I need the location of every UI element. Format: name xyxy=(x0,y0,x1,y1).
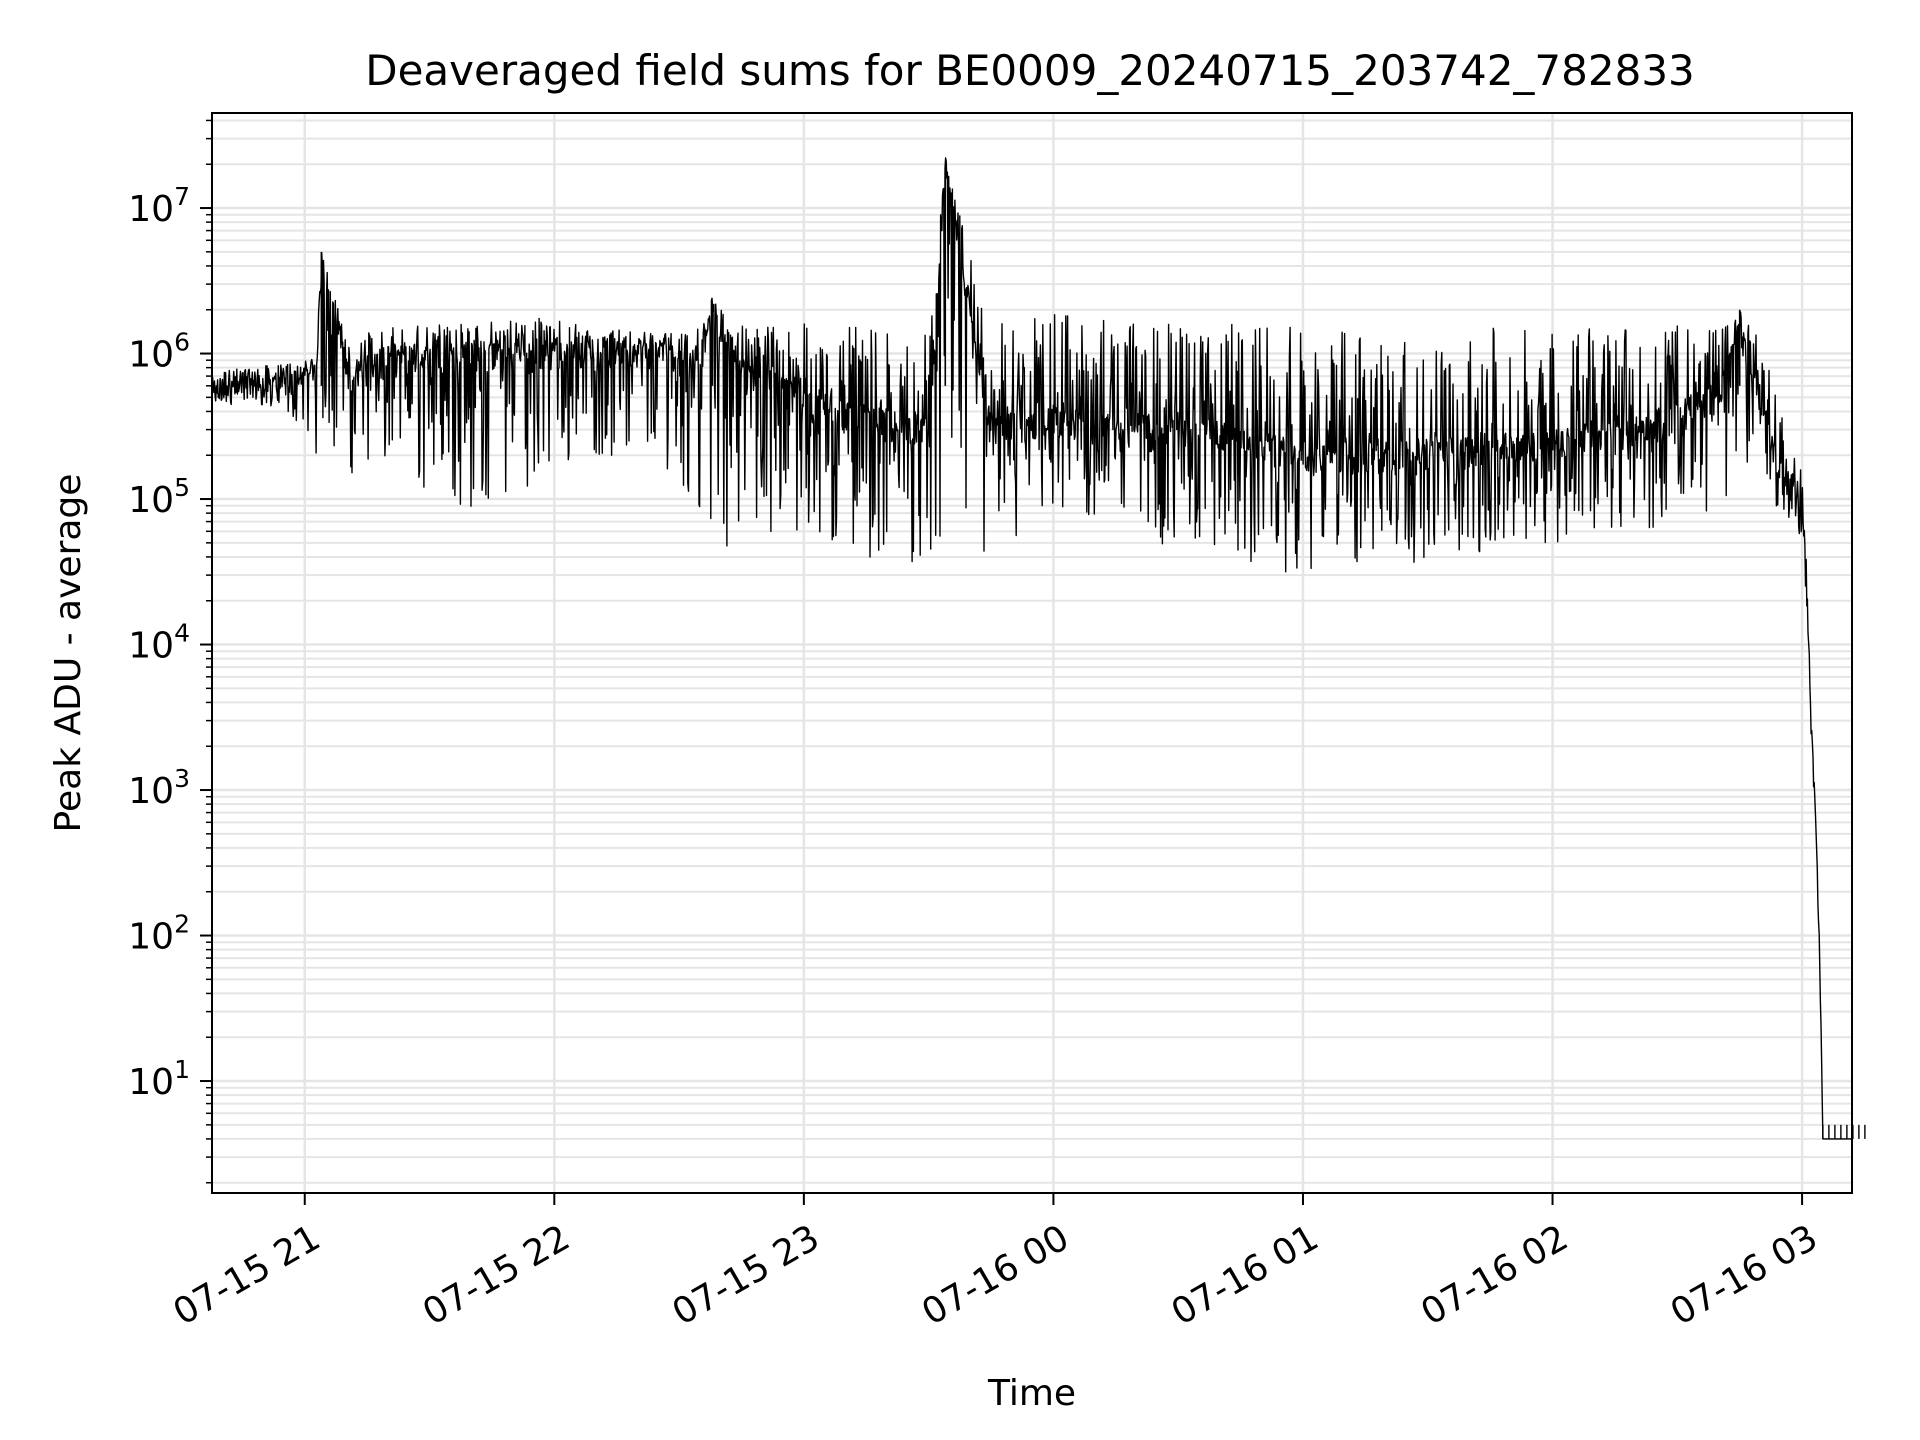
y-tick-label-base: 10 xyxy=(128,917,174,958)
y-tick-label-exponent: 1 xyxy=(174,1055,190,1084)
y-tick-label-exponent: 4 xyxy=(174,619,190,648)
y-tick-label: 103 xyxy=(128,764,190,812)
chart-title: Deaveraged field sums for BE0009_2024071… xyxy=(365,46,1695,95)
y-tick-label-exponent: 3 xyxy=(174,764,190,793)
y-tick-label-base: 10 xyxy=(128,1062,174,1103)
y-tick-label: 102 xyxy=(128,910,190,958)
y-tick-label-base: 10 xyxy=(128,771,174,812)
series-line xyxy=(211,157,1852,1140)
y-axis-label: Peak ADU - average xyxy=(48,474,89,833)
y-tick-label-exponent: 2 xyxy=(174,910,190,939)
y-tick-label: 101 xyxy=(128,1055,190,1103)
y-tick-label-exponent: 7 xyxy=(174,182,190,211)
series-layer xyxy=(211,157,1866,1140)
y-tick-label-base: 10 xyxy=(128,626,174,667)
y-tick-label: 106 xyxy=(128,328,190,376)
x-axis-label: Time xyxy=(987,1373,1076,1414)
y-tick-label-base: 10 xyxy=(128,480,174,521)
y-tick-label: 104 xyxy=(128,619,190,667)
y-tick-label: 107 xyxy=(128,182,190,230)
y-tick-label-exponent: 6 xyxy=(174,328,190,357)
y-tick-label-base: 10 xyxy=(128,189,174,230)
y-tick-label-base: 10 xyxy=(128,335,174,376)
y-tick-label-exponent: 5 xyxy=(174,473,190,502)
y-tick-label: 105 xyxy=(128,473,190,521)
plot-area-frame xyxy=(211,112,1853,1194)
grid-layer xyxy=(212,113,1852,1193)
